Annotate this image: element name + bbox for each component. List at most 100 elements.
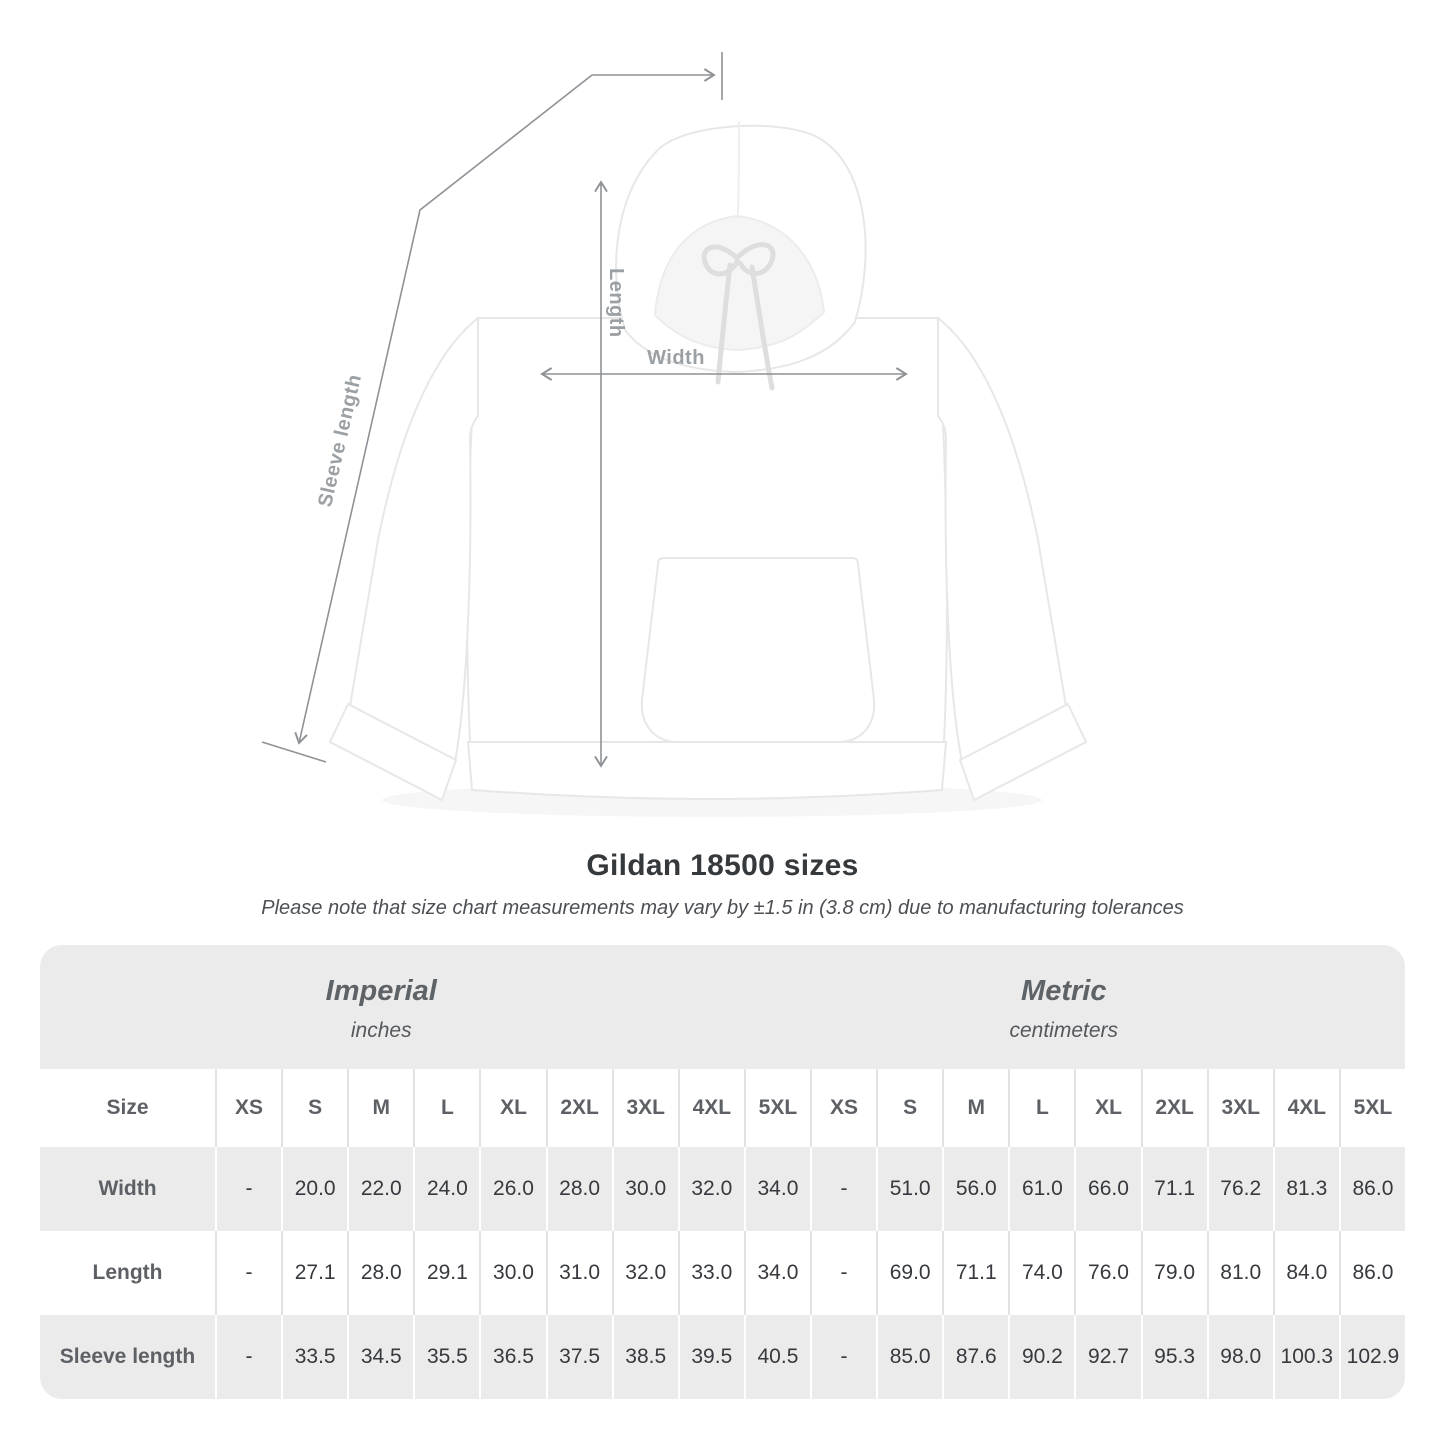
hoodie-right-cuff bbox=[959, 703, 1087, 801]
size-value-cell: 20.0 bbox=[281, 1147, 347, 1231]
size-column-header: XS bbox=[810, 1069, 876, 1147]
size-value-cell: - bbox=[215, 1315, 281, 1399]
size-column-header: 2XL bbox=[545, 1069, 612, 1147]
hoodie-left-sleeve bbox=[349, 317, 479, 763]
size-column-header: 3XL bbox=[611, 1069, 678, 1147]
size-value-cell: 30.0 bbox=[479, 1231, 545, 1315]
size-column-header: 3XL bbox=[1206, 1069, 1273, 1147]
size-value-cell: 74.0 bbox=[1008, 1231, 1074, 1315]
page-title: Gildan 18500 sizes bbox=[586, 849, 859, 882]
row-label: Width bbox=[98, 1177, 157, 1200]
size-column-header: XL bbox=[1074, 1069, 1140, 1147]
heading-block: Gildan 18500 sizes Please note that size… bbox=[0, 849, 1445, 920]
hoodie-illustration bbox=[329, 121, 1087, 801]
size-column-header: 5XL bbox=[743, 1069, 810, 1147]
sleeve-length-arrow bbox=[261, 52, 723, 763]
size-value-cell: 33.5 bbox=[281, 1315, 347, 1399]
unit-group-metric: Metric centimeters bbox=[723, 945, 1406, 1069]
size-value-cell: 95.3 bbox=[1140, 1315, 1207, 1399]
size-value-cell: 98.0 bbox=[1206, 1315, 1273, 1399]
size-column-header: M bbox=[347, 1069, 413, 1147]
table-header-row: Size XS S M L XL 2XL 3XL 4XL 5XL XS S M L XL 2XL 3XL 4XL 5… bbox=[40, 1069, 1405, 1147]
hoodie-left-cuff bbox=[329, 703, 457, 801]
size-value-cell: 32.0 bbox=[677, 1147, 744, 1231]
unit-group-unit: inches bbox=[350, 1019, 412, 1042]
tolerance-note: Please note that size chart measurements… bbox=[261, 897, 1184, 919]
hoodie-hood-opening bbox=[654, 215, 825, 351]
size-value-cell: 29.1 bbox=[413, 1231, 479, 1315]
size-value-cell: 26.0 bbox=[479, 1147, 545, 1231]
size-value-cell: 100.3 bbox=[1272, 1315, 1339, 1399]
size-column-header: 5XL bbox=[1338, 1069, 1405, 1147]
size-header-cell: Size bbox=[106, 1096, 149, 1119]
unit-group-header: Imperial inches Metric centimeters bbox=[40, 945, 1405, 1069]
size-value-cell: 86.0 bbox=[1338, 1231, 1405, 1315]
size-value-cell: 22.0 bbox=[347, 1147, 413, 1231]
size-value-cell: 84.0 bbox=[1272, 1231, 1339, 1315]
size-value-cell: - bbox=[810, 1315, 876, 1399]
size-value-cell: 56.0 bbox=[942, 1147, 1008, 1231]
row-label: Length bbox=[92, 1261, 163, 1284]
size-column-header: XS bbox=[215, 1069, 281, 1147]
size-value-cell: 36.5 bbox=[479, 1315, 545, 1399]
size-column-header: 4XL bbox=[677, 1069, 744, 1147]
size-value-cell: 71.1 bbox=[942, 1231, 1008, 1315]
size-value-cell: 30.0 bbox=[611, 1147, 678, 1231]
size-value-cell: 76.0 bbox=[1074, 1231, 1140, 1315]
size-value-cell: 87.6 bbox=[942, 1315, 1008, 1399]
size-value-cell: - bbox=[810, 1231, 876, 1315]
size-value-cell: 76.2 bbox=[1206, 1147, 1273, 1231]
size-value-cell: 34.5 bbox=[347, 1315, 413, 1399]
size-value-cell: 40.5 bbox=[743, 1315, 810, 1399]
size-chart-grid: Size XS S M L XL 2XL 3XL 4XL 5XL XS S M L XL 2XL 3XL 4XL 5… bbox=[40, 1069, 1405, 1399]
size-value-cell: 32.0 bbox=[611, 1231, 678, 1315]
hoodie-measurement-figure: Sleeve length Length Width bbox=[261, 52, 1087, 801]
size-value-cell: 81.3 bbox=[1272, 1147, 1339, 1231]
size-value-cell: 71.1 bbox=[1140, 1147, 1207, 1231]
size-value-cell: 37.5 bbox=[545, 1315, 612, 1399]
size-value-cell: 102.9 bbox=[1338, 1315, 1405, 1399]
size-column-header: 4XL bbox=[1272, 1069, 1339, 1147]
hoodie-hem-band bbox=[467, 741, 947, 800]
hoodie-pocket bbox=[640, 557, 876, 743]
table-row: Sleeve length -33.5 34.5 35.5 36.5 37.5 38.5 39… bbox=[40, 1315, 1405, 1399]
unit-group-imperial: Imperial inches bbox=[40, 945, 723, 1069]
size-column-header: XL bbox=[479, 1069, 545, 1147]
size-column-header: L bbox=[413, 1069, 479, 1147]
size-value-cell: 86.0 bbox=[1338, 1147, 1405, 1231]
size-value-cell: 69.0 bbox=[876, 1231, 942, 1315]
hoodie-hood-seam bbox=[737, 121, 740, 215]
size-value-cell: 27.1 bbox=[281, 1231, 347, 1315]
size-value-cell: 34.0 bbox=[743, 1147, 810, 1231]
size-value-cell: 66.0 bbox=[1074, 1147, 1140, 1231]
size-value-cell: 51.0 bbox=[876, 1147, 942, 1231]
unit-group-name: Metric bbox=[1021, 975, 1107, 1007]
size-value-cell: 35.5 bbox=[413, 1315, 479, 1399]
sleeve-length-label: Sleeve length bbox=[314, 372, 366, 509]
size-value-cell: 81.0 bbox=[1206, 1231, 1273, 1315]
size-column-header: M bbox=[942, 1069, 1008, 1147]
table-row: Width -20.0 22.0 24.0 26.0 28.0 30.0 32.0 34.0-5… bbox=[40, 1147, 1405, 1231]
length-label: Length bbox=[605, 268, 627, 338]
size-value-cell: - bbox=[215, 1231, 281, 1315]
unit-group-unit: centimeters bbox=[1009, 1019, 1119, 1042]
size-value-cell: 33.0 bbox=[677, 1231, 744, 1315]
unit-group-name: Imperial bbox=[325, 975, 437, 1007]
size-column-header: L bbox=[1008, 1069, 1074, 1147]
size-value-cell: 38.5 bbox=[611, 1315, 678, 1399]
size-column-header: S bbox=[876, 1069, 942, 1147]
hoodie-figure-svg: Sleeve length Length Width bbox=[261, 52, 1087, 801]
size-value-cell: 28.0 bbox=[347, 1231, 413, 1315]
hoodie-right-sleeve bbox=[937, 317, 1067, 763]
measurement-arrows bbox=[261, 52, 908, 768]
size-column-header: 2XL bbox=[1140, 1069, 1207, 1147]
size-value-cell: 28.0 bbox=[545, 1147, 612, 1231]
size-value-cell: 31.0 bbox=[545, 1231, 612, 1315]
size-value-cell: 24.0 bbox=[413, 1147, 479, 1231]
size-chart-table: Imperial inches Metric centimeters Size X… bbox=[40, 945, 1405, 1399]
size-value-cell: - bbox=[810, 1147, 876, 1231]
size-value-cell: 92.7 bbox=[1074, 1315, 1140, 1399]
width-label: Width bbox=[647, 347, 705, 369]
row-label: Sleeve length bbox=[59, 1345, 196, 1368]
size-value-cell: - bbox=[215, 1147, 281, 1231]
